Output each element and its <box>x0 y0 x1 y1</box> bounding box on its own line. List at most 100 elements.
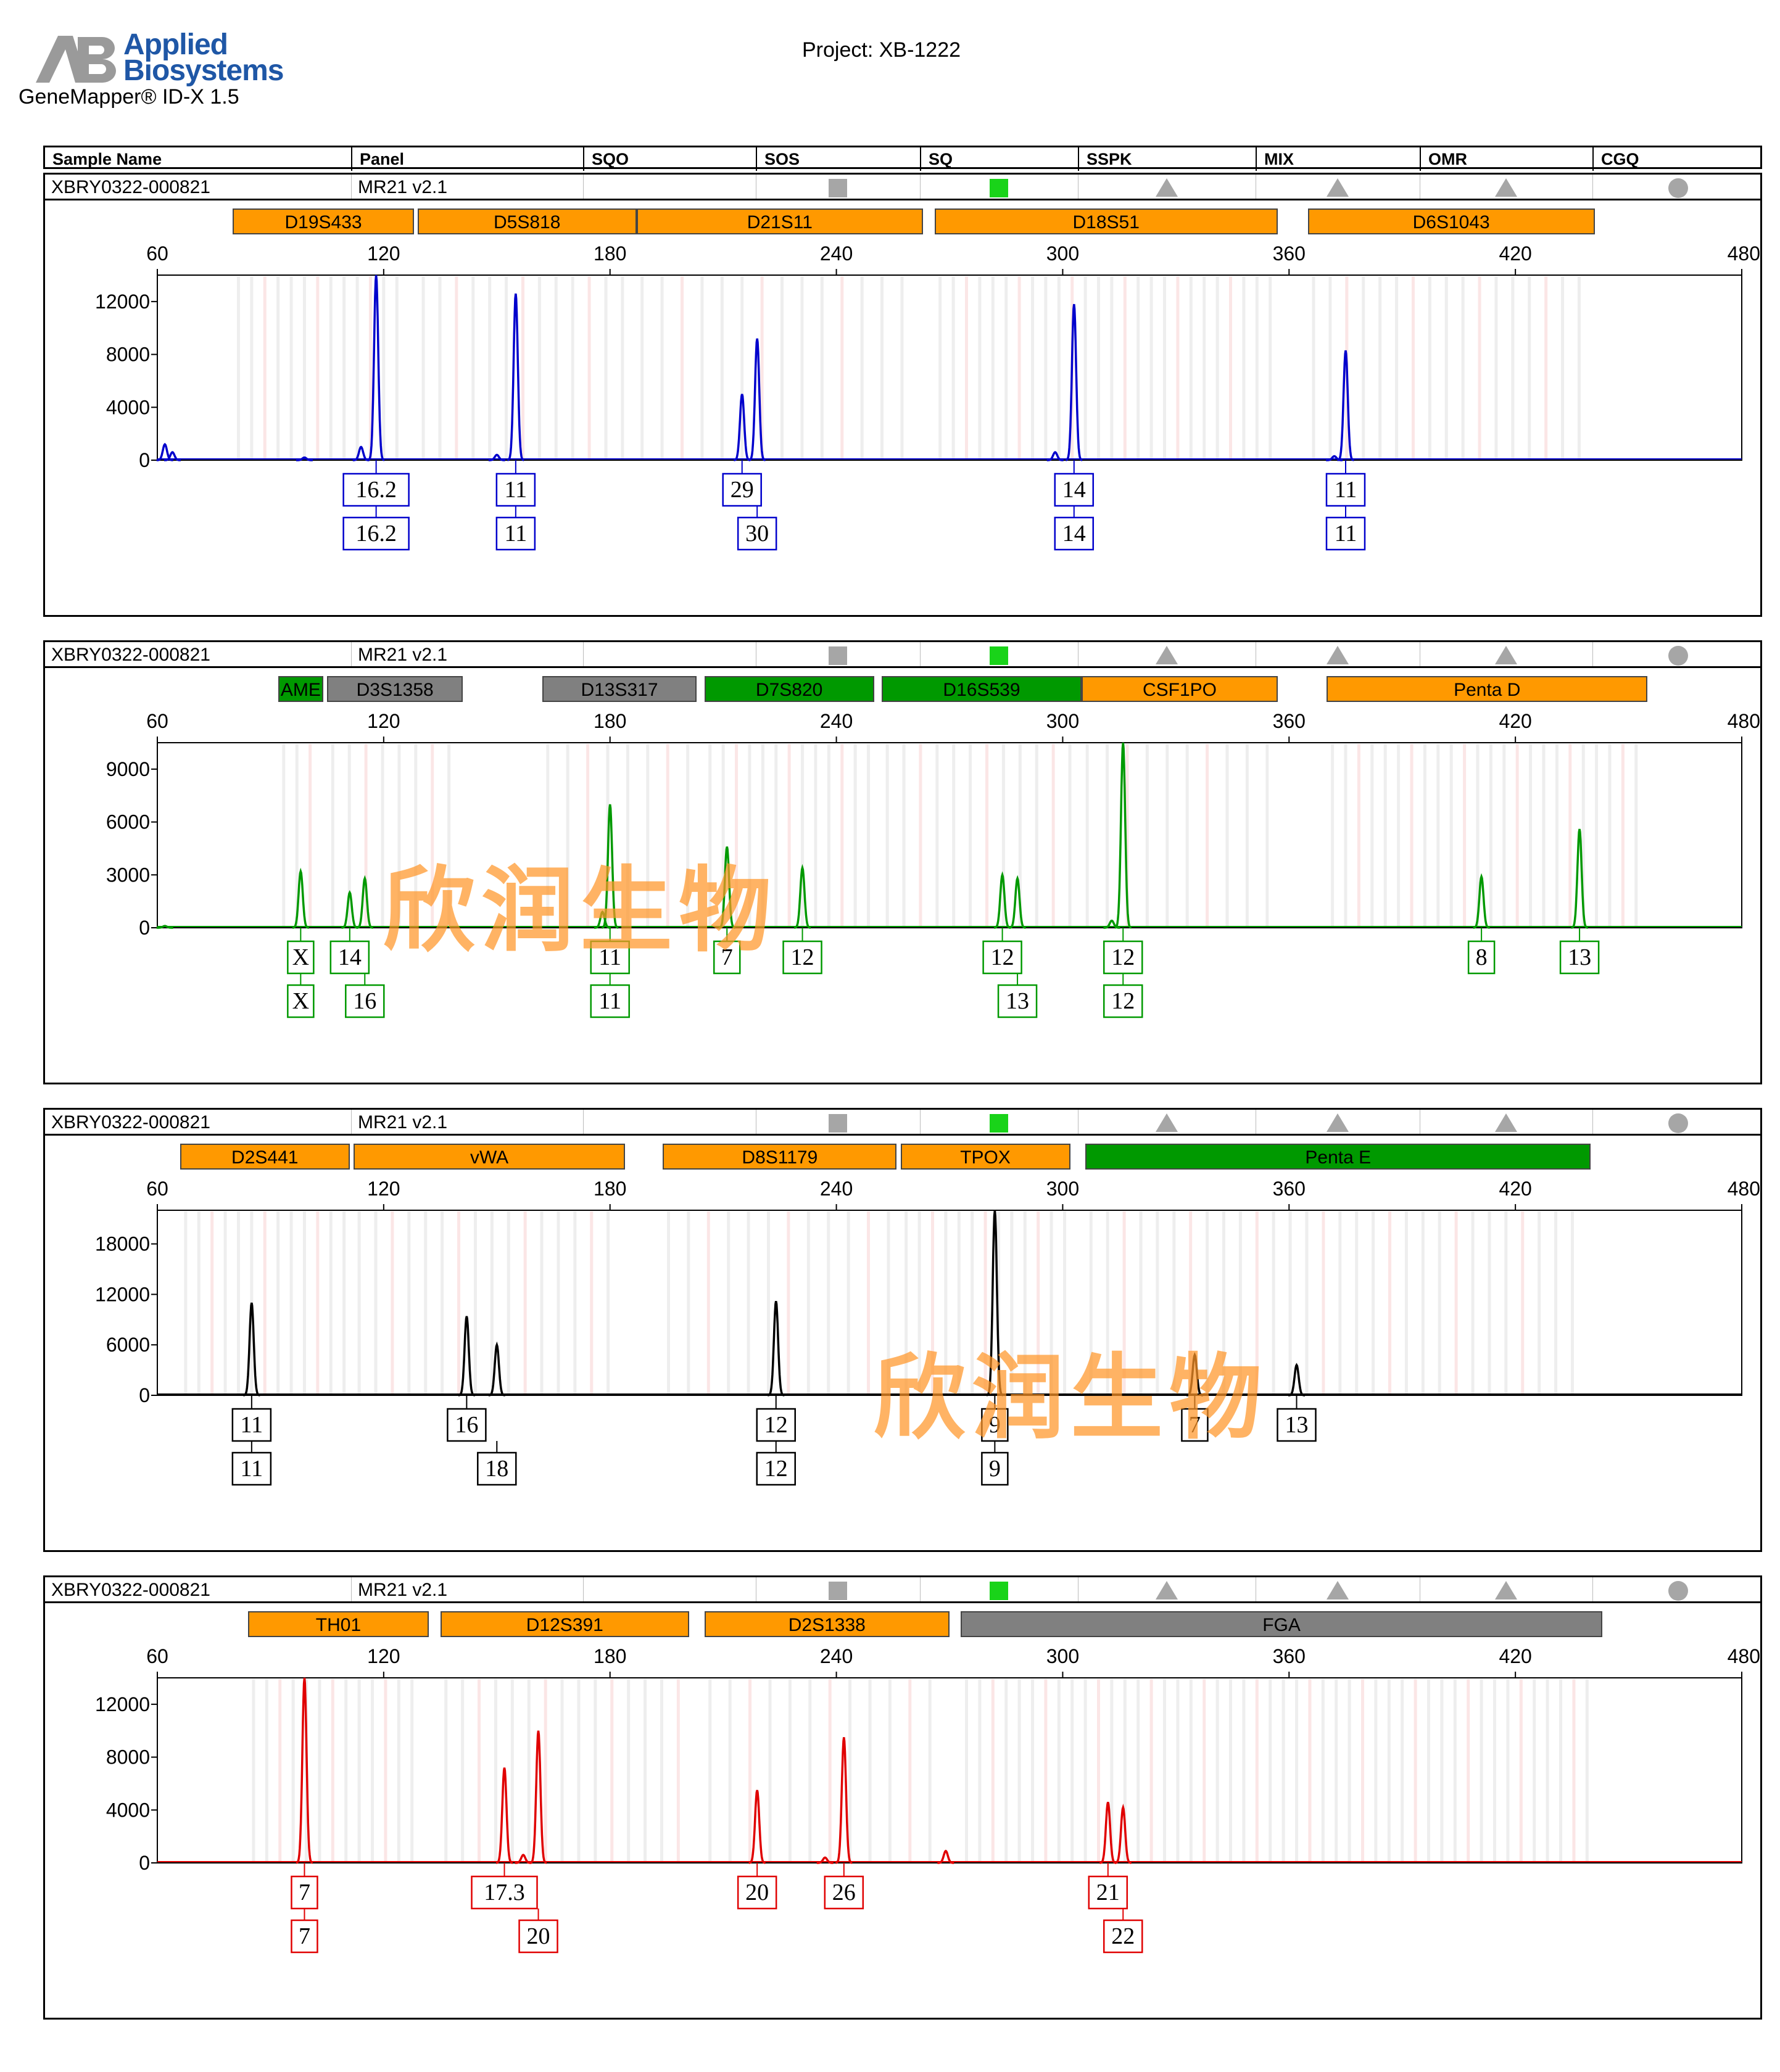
marker-d8s1179[interactable]: D8S1179 <box>663 1144 897 1170</box>
allele-box <box>342 473 410 507</box>
allele-box <box>1054 473 1095 507</box>
sample-info-row[interactable]: XBRY0322-000821 MR21 v2.1 <box>45 1110 1760 1136</box>
x-tick-label: 300 <box>1046 1178 1079 1200</box>
marker-d2s441[interactable]: D2S441 <box>180 1144 350 1170</box>
marker-vwa[interactable]: vWA <box>353 1144 626 1170</box>
marker-th01[interactable]: TH01 <box>247 1611 429 1637</box>
sq-flag-square-icon[interactable] <box>990 1114 1008 1133</box>
cell-sqo <box>583 1110 756 1134</box>
cgq-flag-circle-icon[interactable] <box>1668 178 1688 198</box>
marker-d13s317[interactable]: D13S317 <box>542 676 697 702</box>
marker-d6s1043[interactable]: D6S1043 <box>1307 208 1595 234</box>
sos-flag-square-icon[interactable] <box>829 646 847 665</box>
mix-flag-triangle-icon[interactable] <box>1327 1113 1349 1132</box>
peak <box>296 1677 313 1864</box>
sspk-flag-triangle-icon[interactable] <box>1156 1581 1178 1599</box>
logo-text: Applied Biosystems <box>123 30 284 86</box>
allele-label: 12 <box>991 944 1014 970</box>
column-header-sos[interactable]: SOS <box>756 147 920 171</box>
column-header-sq[interactable]: SQ <box>920 147 1078 171</box>
cell-omr <box>1420 1577 1592 1601</box>
y-tick-label: 12000 <box>95 1283 150 1305</box>
marker-d3s1358[interactable]: D3S1358 <box>327 676 463 702</box>
cell-sspk <box>1078 642 1256 666</box>
sq-flag-square-icon[interactable] <box>990 1582 1008 1600</box>
sspk-flag-triangle-icon[interactable] <box>1156 646 1178 664</box>
omr-flag-triangle-icon[interactable] <box>1495 178 1517 197</box>
allele-box <box>1325 516 1366 551</box>
y-tick-label: 0 <box>139 449 150 471</box>
sample-info-row[interactable]: XBRY0322-000821 MR21 v2.1 <box>45 1577 1760 1603</box>
sos-flag-square-icon[interactable] <box>829 1582 847 1600</box>
sos-flag-square-icon[interactable] <box>829 1114 847 1133</box>
marker-csf1po[interactable]: CSF1PO <box>1082 676 1278 702</box>
y-tick-label: 8000 <box>106 344 150 366</box>
column-header-sspk[interactable]: SSPK <box>1078 147 1256 171</box>
omr-flag-triangle-icon[interactable] <box>1495 1113 1517 1132</box>
marker-d18s51[interactable]: D18S51 <box>934 208 1278 234</box>
peak <box>164 451 181 461</box>
peak <box>1099 1801 1117 1864</box>
marker-d7s820[interactable]: D7S820 <box>704 676 874 702</box>
sspk-flag-triangle-icon[interactable] <box>1156 178 1178 197</box>
allele-box <box>1325 473 1366 507</box>
mix-flag-triangle-icon[interactable] <box>1327 1581 1349 1599</box>
marker-d5s818[interactable]: D5S818 <box>417 208 637 234</box>
cgq-flag-circle-icon[interactable] <box>1668 1581 1688 1601</box>
marker-d21s11[interactable]: D21S11 <box>636 208 924 234</box>
marker-penta-e[interactable]: Penta E <box>1085 1144 1591 1170</box>
allele-box <box>590 984 630 1018</box>
mix-flag-triangle-icon[interactable] <box>1327 178 1349 197</box>
marker-penta-d[interactable]: Penta D <box>1327 676 1648 702</box>
omr-flag-triangle-icon[interactable] <box>1495 646 1517 664</box>
cell-sqo <box>583 175 756 199</box>
plot-frame <box>157 1210 1742 1396</box>
cgq-flag-circle-icon[interactable] <box>1668 1113 1688 1133</box>
marker-d12s391[interactable]: D12S391 <box>440 1611 690 1637</box>
peak <box>1337 350 1354 461</box>
allele-box <box>477 1451 517 1486</box>
y-tick-label: 12000 <box>95 1693 150 1715</box>
panel-name: MR21 v2.1 <box>351 1110 583 1134</box>
allele-label: 26 <box>832 1880 856 1905</box>
panel-name: MR21 v2.1 <box>351 175 583 199</box>
peak <box>507 293 524 461</box>
cell-sqo <box>583 1577 756 1601</box>
marker-d16s539[interactable]: D16S539 <box>881 676 1082 702</box>
allele-box <box>1103 940 1143 975</box>
omr-flag-triangle-icon[interactable] <box>1495 1581 1517 1599</box>
column-header-sample-name[interactable]: Sample Name <box>52 150 162 168</box>
allele-box <box>495 473 536 507</box>
sspk-flag-triangle-icon[interactable] <box>1156 1113 1178 1132</box>
mix-flag-triangle-icon[interactable] <box>1327 646 1349 664</box>
cgq-flag-circle-icon[interactable] <box>1668 646 1688 666</box>
allele-label: X <box>292 944 309 970</box>
column-header-panel[interactable]: Panel <box>351 147 583 171</box>
marker-ame[interactable]: AME <box>278 676 324 702</box>
marker-d2s1338[interactable]: D2S1338 <box>704 1611 950 1637</box>
sos-flag-square-icon[interactable] <box>829 179 847 197</box>
x-tick-label: 420 <box>1499 242 1531 265</box>
x-tick-label: 60 <box>146 1645 168 1667</box>
marker-tpox[interactable]: TPOX <box>900 1144 1070 1170</box>
y-tick-label: 6000 <box>106 811 150 833</box>
peak <box>352 445 370 461</box>
sample-name: XBRY0322-000821 <box>51 177 210 197</box>
allele-label: 7 <box>299 1880 310 1905</box>
column-header-mix[interactable]: MIX <box>1256 147 1420 171</box>
column-header-omr[interactable]: OMR <box>1420 147 1592 171</box>
cell-cgq <box>1592 642 1764 666</box>
sq-flag-square-icon[interactable] <box>990 179 1008 197</box>
sample-info-row[interactable]: XBRY0322-000821 MR21 v2.1 <box>45 175 1760 200</box>
sq-flag-square-icon[interactable] <box>990 646 1008 665</box>
column-header-sqo[interactable]: SQO <box>583 147 756 171</box>
column-header-cgq[interactable]: CGQ <box>1592 147 1764 171</box>
bin-lines <box>252 1679 1589 1862</box>
cell-mix <box>1256 1110 1420 1134</box>
x-tick-label: 120 <box>367 242 400 265</box>
panel-name: MR21 v2.1 <box>351 642 583 666</box>
sample-info-row[interactable]: XBRY0322-000821 MR21 v2.1 <box>45 642 1760 668</box>
marker-fga[interactable]: FGA <box>961 1611 1602 1637</box>
marker-d19s433[interactable]: D19S433 <box>233 208 414 234</box>
allele-label: 22 <box>1111 1923 1135 1949</box>
